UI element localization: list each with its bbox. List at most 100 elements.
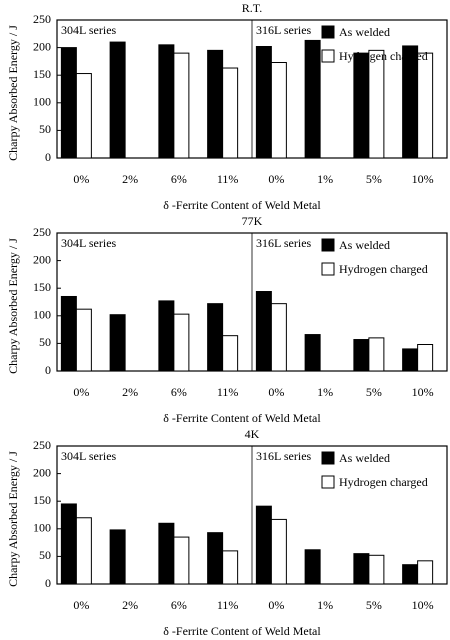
group-label: 304L series [61, 23, 117, 37]
bar [402, 564, 419, 585]
x-axis-label: δ -Ferrite Content of Weld Metal [163, 624, 321, 638]
x-tick-label: 0% [268, 172, 284, 186]
y-tick-label: 50 [39, 122, 51, 136]
bar [353, 553, 370, 585]
x-tick-label: 1% [317, 385, 333, 399]
group-label: 316L series [256, 23, 312, 37]
y-tick-label: 50 [39, 548, 51, 562]
x-tick-label: 10% [412, 598, 434, 612]
x-tick-label: 11% [217, 172, 239, 186]
chart-title: 4K [245, 427, 260, 441]
x-tick-label: 1% [317, 598, 333, 612]
group-label: 304L series [61, 236, 117, 250]
bar [270, 518, 287, 585]
bar [109, 529, 126, 585]
bar [368, 49, 385, 159]
bar [207, 532, 224, 585]
bar [60, 47, 77, 159]
x-tick-label: 10% [412, 385, 434, 399]
x-tick-label: 11% [217, 385, 239, 399]
chart-title: 77K [242, 214, 263, 228]
x-tick-label: 6% [171, 598, 187, 612]
x-tick-label: 11% [217, 598, 239, 612]
y-axis-label: Charpy Absorbed Energy / J [6, 238, 20, 374]
x-tick-label: 2% [122, 598, 138, 612]
y-tick-label: 100 [33, 95, 51, 109]
bar [255, 505, 272, 585]
y-tick-label: 50 [39, 335, 51, 349]
x-tick-label: 0% [73, 385, 89, 399]
x-tick-label: 1% [317, 172, 333, 186]
x-tick-label: 5% [366, 598, 382, 612]
bar [417, 52, 434, 159]
y-tick-label: 100 [33, 308, 51, 322]
x-tick-label: 2% [122, 172, 138, 186]
bar [353, 52, 370, 159]
bar [207, 303, 224, 372]
y-tick-label: 150 [33, 493, 51, 507]
x-tick-label: 6% [171, 385, 187, 399]
x-tick-label: 2% [122, 385, 138, 399]
bar [255, 45, 272, 159]
x-tick-label: 0% [73, 598, 89, 612]
chart-title: R.T. [242, 1, 262, 15]
y-tick-label: 250 [33, 12, 51, 26]
bar [304, 39, 321, 159]
x-tick-label: 0% [73, 172, 89, 186]
legend-label: As welded [339, 25, 390, 39]
legend-label: Hydrogen charged [339, 475, 428, 489]
y-tick-label: 200 [33, 252, 51, 266]
y-tick-label: 150 [33, 67, 51, 81]
bar [109, 41, 126, 159]
group-label: 316L series [256, 236, 312, 250]
x-tick-label: 6% [171, 172, 187, 186]
bar [207, 49, 224, 159]
legend-swatch [321, 238, 335, 252]
legend-swatch [321, 262, 335, 276]
x-tick-label: 5% [366, 172, 382, 186]
y-tick-label: 150 [33, 280, 51, 294]
bar [75, 73, 92, 159]
y-axis-label: Charpy Absorbed Energy / J [6, 25, 20, 161]
bar [417, 560, 434, 585]
bar [60, 295, 77, 372]
x-tick-label: 0% [268, 385, 284, 399]
legend-label: Hydrogen charged [339, 262, 428, 276]
legend-label: As welded [339, 451, 390, 465]
bar [158, 522, 175, 585]
y-axis-label: Charpy Absorbed Energy / J [6, 451, 20, 587]
y-tick-label: 200 [33, 465, 51, 479]
legend-label: Hydrogen charged [339, 49, 428, 63]
bar [75, 308, 92, 372]
group-label: 304L series [61, 449, 117, 463]
bar [368, 337, 385, 372]
y-tick-label: 0 [45, 150, 51, 164]
group-label: 316L series [256, 449, 312, 463]
bar [417, 344, 434, 372]
legend-swatch [321, 49, 335, 63]
bar [255, 291, 272, 372]
bar [173, 536, 190, 585]
y-tick-label: 0 [45, 363, 51, 377]
bar [304, 549, 321, 585]
bar [304, 334, 321, 372]
x-tick-label: 5% [366, 385, 382, 399]
bar [222, 335, 239, 372]
bar [60, 503, 77, 585]
legend-swatch [321, 475, 335, 489]
legend-swatch [321, 451, 335, 465]
bar [173, 52, 190, 159]
x-tick-label: 0% [268, 598, 284, 612]
bar [353, 339, 370, 372]
bar [368, 554, 385, 585]
bar [222, 550, 239, 585]
bar [75, 517, 92, 585]
bar [158, 44, 175, 159]
bar [402, 45, 419, 159]
y-tick-label: 100 [33, 521, 51, 535]
legend-label: As welded [339, 238, 390, 252]
bar [109, 314, 126, 372]
bar [173, 313, 190, 372]
x-axis-label: δ -Ferrite Content of Weld Metal [163, 411, 321, 425]
